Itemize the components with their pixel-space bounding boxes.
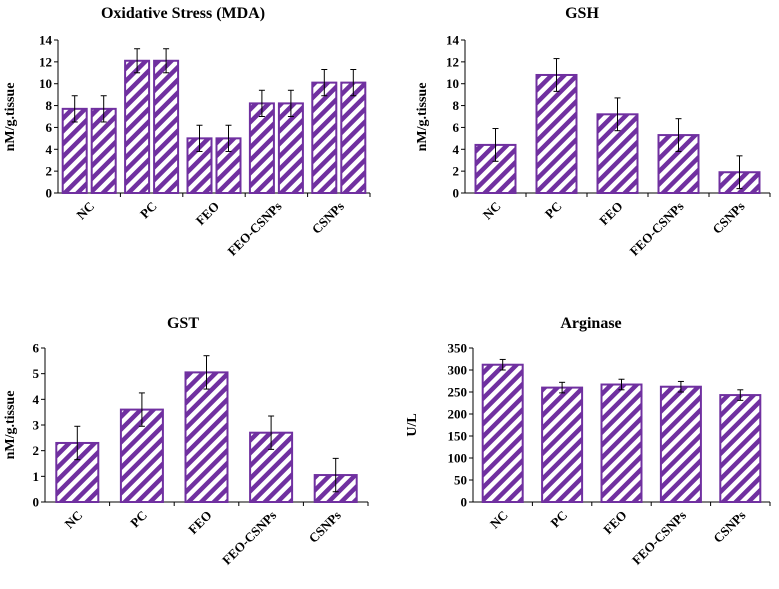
x-tick-label: PC [127,508,150,531]
bar [311,81,338,194]
y-tick-label: 200 [448,407,468,422]
y-axis-label: nM/g.tissue [3,83,18,152]
chart-title: Arginase [560,315,621,332]
bar [719,394,762,503]
y-tick-label: 100 [448,451,468,466]
x-tick-label: NC [480,199,504,223]
bar [153,59,180,195]
x-tick-label: PC [547,508,570,531]
y-axis-label: U/L [405,413,420,436]
y-tick-label: 0 [461,495,468,510]
y-tick-label: 2 [453,164,460,179]
y-tick-label: 5 [33,366,40,381]
y-tick-label: 4 [46,142,53,157]
y-tick-label: 150 [448,429,468,444]
y-tick-label: 2 [46,164,53,179]
x-tick-label: NC [73,199,97,223]
y-axis-label: nM/g.tissue [415,83,430,152]
y-tick-label: 6 [46,120,53,135]
x-tick-label: NC [62,508,86,532]
y-tick-label: 4 [33,392,40,407]
bar [659,385,702,503]
y-tick-label: 12 [446,54,459,69]
y-tick-label: 0 [46,186,53,201]
chart-title: Oxidative Stress (MDA) [101,5,265,22]
y-tick-label: 0 [453,186,460,201]
y-tick-label: 14 [39,33,53,48]
y-tick-label: 10 [446,76,459,91]
y-axis-label: nM/g.tissue [3,391,18,460]
panel-gsh: GSH nM/g.tissue 0 2 4 6 8 10 12 14 NC PC FEO FEO-CS… [415,5,771,259]
x-tick-label: FEO-CSNPs [629,508,689,568]
x-tick-label: PC [542,199,565,222]
y-tick-label: 4 [453,142,460,157]
bar [61,107,88,194]
y-tick-label: 8 [46,98,53,113]
bar [124,59,151,195]
x-tick-label: NC [487,508,511,532]
y-tick-label: 0 [33,495,40,510]
y-tick-label: 12 [39,54,52,69]
x-tick-label: FEO-CSNPs [219,508,279,568]
y-tick-label: 350 [448,341,468,356]
bar [600,383,643,503]
x-tick-label: CSNPs [710,508,748,546]
y-tick-label: 50 [454,473,467,488]
bar [248,102,275,194]
y-tick-label: 3 [33,418,40,433]
panel-arginase: Arginase U/L 0 50 100 150 200 250 300 350 NC PC FE… [405,315,771,568]
bar [90,107,117,194]
chart-title: GST [167,315,199,332]
x-tick-label: PC [137,199,160,222]
bar [541,386,584,504]
x-tick-label: CSNPs [709,199,747,237]
bar [481,363,524,503]
x-tick-label: FEO [596,199,626,229]
x-tick-label: CSNPs [309,199,347,237]
chart-title: GSH [565,5,599,22]
x-tick-label: FEO [185,508,215,538]
y-tick-label: 6 [453,120,460,135]
y-tick-label: 1 [33,469,40,484]
bar [535,73,578,194]
y-tick-label: 6 [33,341,40,356]
bar [340,81,367,194]
y-tick-label: 250 [448,385,468,400]
x-tick-label: FEO [193,199,223,229]
panel-mda: Oxidative Stress (MDA) nM/g.tissue 0 2 4 6 8… [3,5,371,259]
x-tick-label: CSNPs [306,508,344,546]
x-tick-label: FEO [600,508,630,538]
bar [184,371,229,503]
y-tick-label: 14 [446,33,460,48]
panel-gst: GST nM/g.tissue 0 1 2 3 4 5 6 NC PC FEO FEO-CSNPs C… [3,315,369,568]
x-tick-label: FEO-CSNPs [224,199,284,259]
y-tick-label: 8 [453,98,460,113]
y-tick-label: 2 [33,443,40,458]
y-tick-label: 300 [448,363,468,378]
y-tick-label: 10 [39,76,52,91]
x-tick-label: FEO-CSNPs [626,199,686,259]
